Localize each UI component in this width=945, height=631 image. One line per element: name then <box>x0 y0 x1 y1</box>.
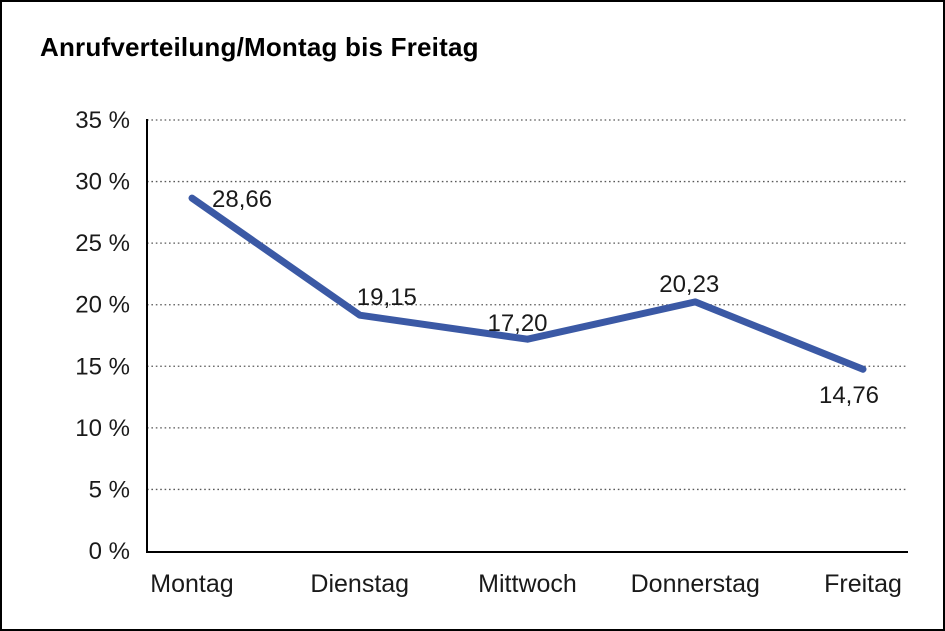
x-category-label: Freitag <box>824 570 902 598</box>
y-tick-label: 35 % <box>75 107 130 134</box>
y-tick-label: 10 % <box>75 415 130 442</box>
data-label: 14,76 <box>819 382 879 409</box>
y-tick-label: 5 % <box>89 476 130 503</box>
chart-title: Anrufverteilung/Montag bis Freitag <box>40 32 479 62</box>
data-label: 17,20 <box>487 310 547 337</box>
y-tick-label: 25 % <box>75 230 130 257</box>
y-tick-label: 15 % <box>75 353 130 380</box>
data-label: 19,15 <box>357 284 417 311</box>
x-category-label: Donnerstag <box>631 570 760 598</box>
data-label: 28,66 <box>212 186 272 213</box>
y-tick-label: 30 % <box>75 169 130 196</box>
y-tick-label: 0 % <box>89 538 130 565</box>
y-tick-label: 20 % <box>75 292 130 319</box>
series-line <box>188 194 867 373</box>
x-category-label: Dienstag <box>310 570 409 598</box>
x-category-label: Montag <box>150 570 233 598</box>
x-category-label: Mittwoch <box>478 570 577 598</box>
data-label: 20,23 <box>659 271 719 298</box>
